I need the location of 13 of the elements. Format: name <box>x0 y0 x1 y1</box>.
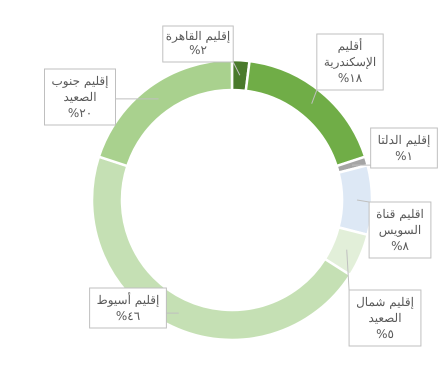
data-label: ١٨% <box>338 71 363 85</box>
data-label: ١% <box>395 149 413 163</box>
slice-label: إقليم أسيوط <box>96 292 160 307</box>
data-label: ٥% <box>376 327 394 341</box>
slice-label: أقليم الإسكندرية <box>324 38 376 69</box>
slice-label: إقليم الدلتا <box>378 133 430 147</box>
data-label: ٤٦% <box>116 309 140 323</box>
slice-label: إقليم القاهرة <box>166 29 230 43</box>
data-label: ٢% <box>189 43 207 57</box>
data-label: ٢٠% <box>68 106 92 120</box>
slice-label: اقليم قناة السويس <box>376 207 424 237</box>
slice-label: إقليم شمال الصعيد <box>356 295 414 325</box>
slice-label: إقليم جنوب الصعيد <box>52 74 108 104</box>
